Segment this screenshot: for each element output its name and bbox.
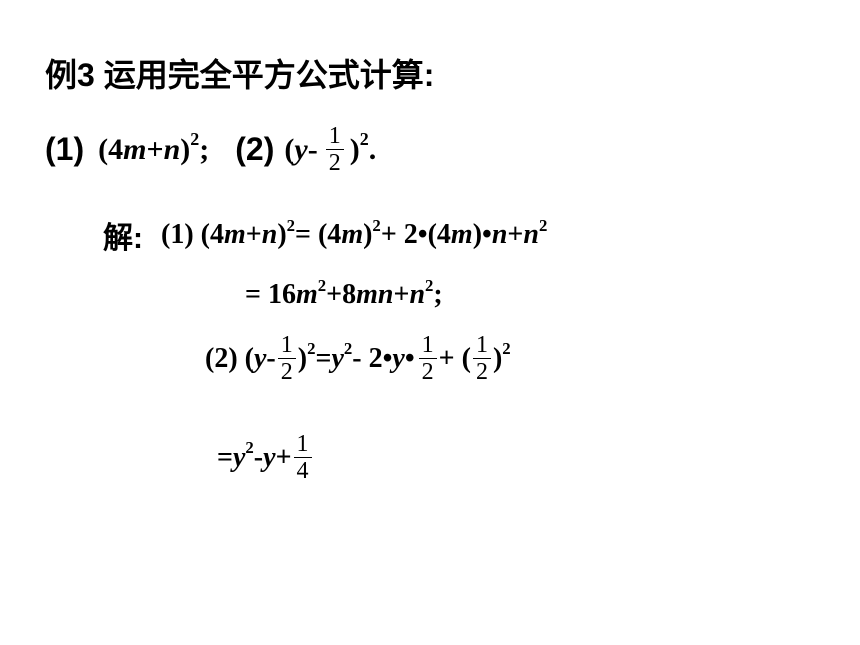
var-y: y bbox=[294, 133, 307, 167]
fraction-half: 1 2 bbox=[278, 333, 296, 384]
solution-line-2: = 16m2+8mn +n2; bbox=[45, 279, 815, 311]
p2-open: ( bbox=[284, 133, 294, 167]
fraction-half: 1 2 bbox=[419, 333, 437, 384]
p2-label: (2) bbox=[235, 131, 274, 168]
p1-plus: + bbox=[146, 133, 163, 167]
p2-minus: - bbox=[308, 133, 318, 167]
fraction-half: 1 2 bbox=[326, 124, 344, 175]
var-n: n bbox=[164, 133, 181, 167]
solution-line-1: 解: (1) (4m+n) 2= (4m)2 + 2•(4m)•n+n2 bbox=[45, 213, 815, 257]
p1-close: ) bbox=[180, 133, 190, 167]
p1-semi: ; bbox=[199, 133, 209, 167]
p2-dot: . bbox=[369, 133, 377, 167]
example-title: 例3 运用完全平方公式计算: bbox=[45, 50, 815, 96]
fraction-quarter: 1 4 bbox=[294, 432, 312, 483]
p1-label: (1) bbox=[45, 131, 84, 168]
fraction-half: 1 2 bbox=[473, 333, 491, 384]
p1-open: (4 bbox=[98, 133, 123, 167]
slide-content: 例3 运用完全平方公式计算: (1) (4m+n)2; (2) (y- 1 2 … bbox=[0, 0, 860, 483]
solution-label: 解: bbox=[103, 213, 143, 257]
solution-line-4: = y2-y + 1 4 bbox=[45, 432, 815, 483]
p2-close: ) bbox=[350, 133, 360, 167]
problem-line: (1) (4m+n)2; (2) (y- 1 2 )2. bbox=[45, 124, 815, 175]
solution-line-3: (2) (y - 1 2 )2 = y2 - 2•y• 1 2 + ( 1 2 … bbox=[45, 333, 815, 384]
p2-sq: 2 bbox=[360, 129, 369, 150]
var-m: m bbox=[123, 133, 146, 167]
p1-sq: 2 bbox=[190, 129, 199, 150]
